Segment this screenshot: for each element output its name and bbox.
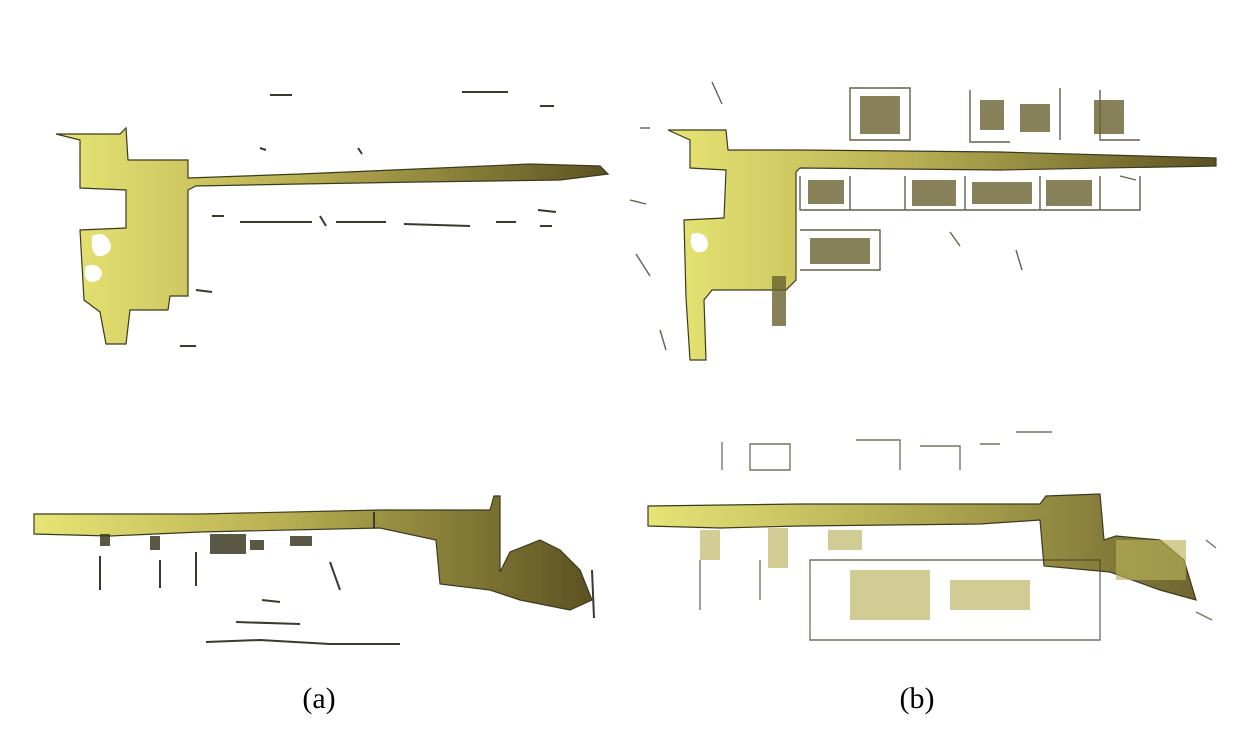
map-a-top bbox=[55, 91, 610, 347]
map-b-top bbox=[629, 81, 1217, 361]
panel-label-b: (b) bbox=[899, 682, 935, 715]
map-b-bottom bbox=[647, 431, 1217, 641]
panel-label-a: (a) bbox=[302, 682, 336, 715]
map-a-bottom bbox=[33, 495, 595, 645]
